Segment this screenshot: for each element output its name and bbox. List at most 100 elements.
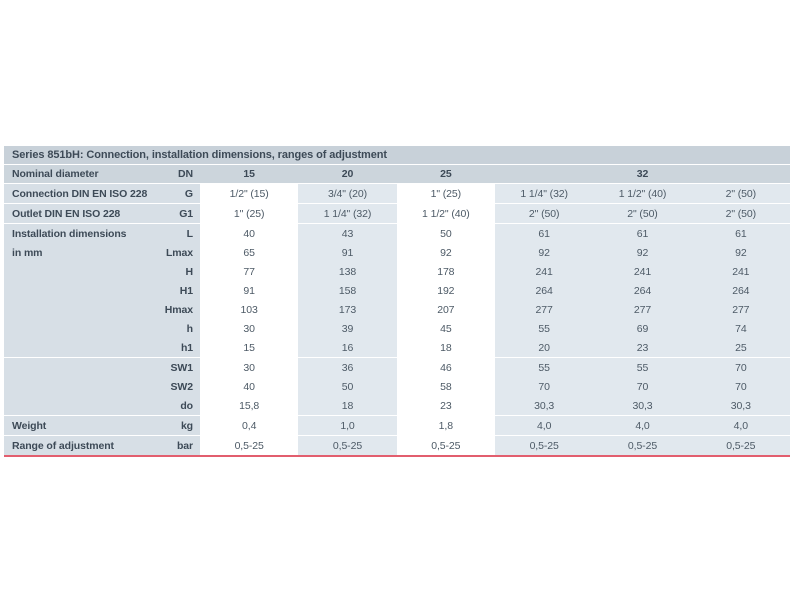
row-value: 77 [200, 262, 299, 281]
dn-20-header: 20 [298, 165, 397, 183]
row-value: 70 [593, 377, 692, 396]
row-value: 18 [396, 338, 495, 357]
row-value: 55 [495, 358, 594, 377]
row-value: 2" (50) [495, 204, 594, 223]
row-value: 264 [691, 281, 790, 300]
table-row: Weight kg 0,4 1,0 1,8 4,0 4,0 4,0 [4, 416, 790, 435]
dn-25-header: 25 [396, 165, 495, 183]
row-label [4, 377, 154, 396]
row-value: 50 [298, 377, 397, 396]
red-divider-line [4, 455, 790, 457]
row-value: 43 [298, 224, 397, 243]
table-row: h1 15 16 18 20 23 25 [4, 338, 790, 357]
row-value: 241 [691, 262, 790, 281]
row-value: 4,0 [495, 416, 594, 435]
row-value: 0,5-25 [200, 436, 299, 455]
table-title: Series 851bH: Connection, installation d… [4, 146, 790, 164]
row-value: 92 [396, 243, 495, 262]
table-row: Outlet DIN EN ISO 228 G1 1" (25) 1 1/4" … [4, 204, 790, 223]
row-label [4, 300, 154, 319]
nominal-diameter-label: Nominal diameter [4, 165, 154, 183]
row-value: 70 [691, 377, 790, 396]
row-value: 2" (50) [593, 204, 692, 223]
row-label: Connection DIN EN ISO 228 [4, 184, 154, 203]
dn-32-header: 32 [495, 165, 790, 183]
row-value: 1 1/2" (40) [396, 204, 495, 223]
table-row: Installation dimensions L 40 43 50 61 61… [4, 224, 790, 243]
row-value: 16 [298, 338, 397, 357]
row-param: h [154, 319, 200, 338]
row-value: 1 1/2" (40) [593, 184, 692, 203]
row-value: 2" (50) [691, 204, 790, 223]
row-value: 50 [396, 224, 495, 243]
row-value: 36 [298, 358, 397, 377]
row-value: 74 [691, 319, 790, 338]
row-value: 158 [298, 281, 397, 300]
row-value: 70 [495, 377, 594, 396]
row-value: 39 [298, 319, 397, 338]
table-row: do 15,8 18 23 30,3 30,3 30,3 [4, 396, 790, 415]
row-value: 91 [298, 243, 397, 262]
row-label: Range of adjustment [4, 436, 154, 455]
dn-label: DN [154, 165, 200, 183]
row-value: 20 [495, 338, 594, 357]
table-row: H 77 138 178 241 241 241 [4, 262, 790, 281]
table-row: H1 91 158 192 264 264 264 [4, 281, 790, 300]
dn-15-header: 15 [200, 165, 299, 183]
row-value: 4,0 [593, 416, 692, 435]
row-param: H [154, 262, 200, 281]
table-row: h 30 39 45 55 69 74 [4, 319, 790, 338]
row-param: L [154, 224, 200, 243]
row-value: 25 [691, 338, 790, 357]
row-param: SW2 [154, 377, 200, 396]
row-param: kg [154, 416, 200, 435]
row-label [4, 281, 154, 300]
row-value: 4,0 [691, 416, 790, 435]
row-value: 2" (50) [691, 184, 790, 203]
row-value: 69 [593, 319, 692, 338]
table-header-row: Nominal diameter DN 15 20 25 32 [4, 165, 790, 183]
row-param: SW1 [154, 358, 200, 377]
row-label [4, 396, 154, 415]
row-label [4, 338, 154, 357]
table-row: in mm Lmax 65 91 92 92 92 92 [4, 243, 790, 262]
dimensions-table: Series 851bH: Connection, installation d… [4, 146, 790, 457]
row-value: 30 [200, 319, 299, 338]
row-value: 277 [593, 300, 692, 319]
table-row: Connection DIN EN ISO 228 G 1/2" (15) 3/… [4, 184, 790, 203]
row-value: 65 [200, 243, 299, 262]
row-value: 277 [691, 300, 790, 319]
table-row: Hmax 103 173 207 277 277 277 [4, 300, 790, 319]
row-value: 61 [495, 224, 594, 243]
row-label: Outlet DIN EN ISO 228 [4, 204, 154, 223]
row-param: do [154, 396, 200, 415]
row-value: 0,5-25 [691, 436, 790, 455]
row-label: Weight [4, 416, 154, 435]
row-value: 23 [396, 396, 495, 415]
row-param: h1 [154, 338, 200, 357]
row-value: 30,3 [495, 396, 594, 415]
row-value: 241 [593, 262, 692, 281]
row-label: in mm [4, 243, 154, 262]
row-value: 241 [495, 262, 594, 281]
row-param: bar [154, 436, 200, 455]
row-value: 58 [396, 377, 495, 396]
row-value: 70 [691, 358, 790, 377]
table-row: SW1 30 36 46 55 55 70 [4, 358, 790, 377]
row-value: 18 [298, 396, 397, 415]
row-value: 55 [495, 319, 594, 338]
table-body: Connection DIN EN ISO 228 G 1/2" (15) 3/… [4, 184, 790, 455]
row-value: 30,3 [691, 396, 790, 415]
row-param: G [154, 184, 200, 203]
row-value: 45 [396, 319, 495, 338]
row-value: 264 [495, 281, 594, 300]
row-value: 103 [200, 300, 299, 319]
row-param: H1 [154, 281, 200, 300]
row-value: 0,4 [200, 416, 299, 435]
row-value: 61 [593, 224, 692, 243]
row-value: 40 [200, 224, 299, 243]
row-value: 138 [298, 262, 397, 281]
row-value: 30,3 [593, 396, 692, 415]
row-value: 1" (25) [396, 184, 495, 203]
